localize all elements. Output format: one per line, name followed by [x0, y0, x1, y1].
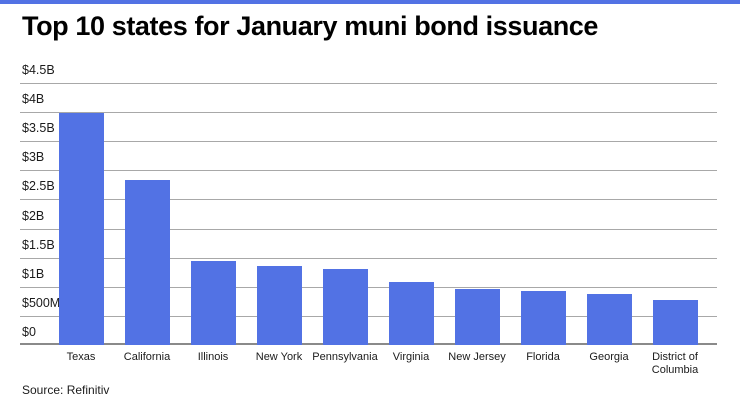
- y-tick-label: $3.5B: [22, 121, 55, 135]
- gridline: [20, 199, 717, 200]
- x-axis-label: Illinois: [197, 351, 229, 363]
- gridline: [20, 287, 717, 288]
- x-label-slot: New York: [246, 351, 312, 377]
- x-axis-label: Florida: [526, 351, 560, 363]
- source-note: Source: Refinitiv: [22, 383, 110, 397]
- x-axis-label: New York: [255, 351, 303, 363]
- x-label-slot: California: [114, 351, 180, 377]
- x-axis-label: Texas: [66, 351, 96, 363]
- x-label-slot: Florida: [510, 351, 576, 377]
- gridline: [20, 141, 717, 142]
- x-axis-label: Pennsylvania: [312, 351, 378, 363]
- bar-slot: [48, 83, 114, 345]
- x-label-slot: Pennsylvania: [312, 351, 378, 377]
- bar-district-of-columbia: [652, 300, 698, 345]
- chart-title: Top 10 states for January muni bond issu…: [22, 11, 599, 41]
- bar-california: [124, 180, 170, 345]
- bar-new-york: [256, 266, 302, 345]
- gridline: [20, 112, 717, 113]
- bar-slot: [246, 83, 312, 345]
- bar-slot: [114, 83, 180, 345]
- x-label-slot: Virginia: [378, 351, 444, 377]
- bar-texas: [58, 113, 104, 345]
- bar-florida: [520, 291, 566, 345]
- x-axis-label: New Jersey: [448, 351, 506, 363]
- gridline: [20, 229, 717, 230]
- x-label-slot: Illinois: [180, 351, 246, 377]
- gridline: [20, 258, 717, 259]
- y-tick-label: $500M: [22, 296, 61, 310]
- gridline: [20, 170, 717, 171]
- y-tick-label: $2B: [22, 209, 45, 223]
- bar-pennsylvania: [322, 269, 368, 345]
- x-axis-label: Virginia: [392, 351, 430, 363]
- bar-slot: [444, 83, 510, 345]
- y-tick-label: $2.5B: [22, 179, 55, 193]
- y-tick-label: $1.5B: [22, 238, 55, 252]
- x-label-slot: District of Columbia: [642, 351, 708, 377]
- bar-slot: [642, 83, 708, 345]
- bar-slot: [312, 83, 378, 345]
- y-tick-label: $3B: [22, 150, 45, 164]
- x-label-slot: New Jersey: [444, 351, 510, 377]
- brand-accent-bar: [0, 0, 740, 4]
- y-tick-label: $4B: [22, 92, 45, 106]
- bar-slot: [576, 83, 642, 345]
- y-tick-label: $0: [22, 325, 36, 339]
- bar-new-jersey: [454, 289, 500, 345]
- x-axis-label: Georgia: [589, 351, 629, 363]
- bars-container: [48, 83, 708, 345]
- x-axis-labels: Texas California Illinois New York Pennsylva…: [48, 351, 708, 377]
- bar-chart-plot-area: $4.5B $4B $3.5B $3B $2.5B $2B $1.5B $1B $500M $0: [20, 63, 717, 345]
- x-axis-label: District of Columbia: [651, 351, 699, 376]
- x-label-slot: Texas: [48, 351, 114, 377]
- gridline: [20, 316, 717, 317]
- bar-illinois: [190, 261, 236, 345]
- bar-virginia: [388, 282, 434, 345]
- bar-slot: [510, 83, 576, 345]
- bar-slot: [378, 83, 444, 345]
- x-axis-baseline: [20, 343, 717, 345]
- x-label-slot: Georgia: [576, 351, 642, 377]
- gridline: [20, 83, 717, 84]
- y-tick-label: $4.5B: [22, 63, 55, 77]
- x-axis-label: California: [123, 351, 171, 363]
- y-tick-label: $1B: [22, 267, 45, 281]
- bar-georgia: [586, 294, 632, 345]
- bar-slot: [180, 83, 246, 345]
